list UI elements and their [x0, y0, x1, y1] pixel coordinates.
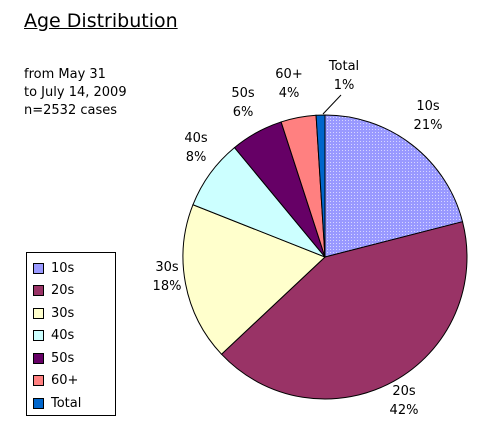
chart-title: Age Distribution — [24, 10, 178, 32]
subtitle-line-case-count: n=2532 cases — [24, 103, 118, 118]
legend-label: 40s — [51, 328, 75, 344]
legend-swatch — [33, 307, 44, 319]
legend-label: 10s — [51, 260, 75, 276]
legend-item-total: Total — [27, 392, 115, 415]
leader-line-total — [322, 94, 342, 115]
legend-swatch — [33, 375, 44, 387]
slice-label-10s: 10s 21% — [414, 99, 443, 133]
legend-item-30s: 30s — [27, 302, 115, 325]
slice-label-30s: 30s 18% — [153, 260, 182, 294]
slice-label-20s: 20s 42% — [390, 384, 419, 418]
leader-lines — [322, 94, 342, 115]
legend-item-40s: 40s — [27, 325, 115, 348]
subtitle-line-date-from: from May 31 — [24, 67, 106, 82]
legend-label: 20s — [51, 283, 75, 299]
legend-item-60-: 60+ — [27, 370, 115, 393]
pie-slice-20s — [220, 221, 468, 400]
pie-slice-30s — [182, 204, 326, 355]
subtitle-line-date-to: to July 14, 2009 — [24, 85, 127, 100]
slice-label-50s: 50s 6% — [231, 86, 255, 120]
chart-subtitle: from May 31 to July 14, 2009 n=2532 case… — [24, 66, 127, 120]
pie-slice-10s — [324, 114, 464, 258]
legend-label: 50s — [51, 350, 75, 366]
pie-slice-total — [315, 114, 326, 258]
legend-swatch — [33, 330, 44, 342]
legend-item-20s: 20s — [27, 280, 115, 303]
legend-label: 60+ — [51, 373, 79, 389]
legend-item-50s: 50s — [27, 347, 115, 370]
legend-label: 30s — [51, 305, 75, 321]
slice-labels: 10s 21% 20s 42% 30s 18% 40s 8% 50s 6% 60+ 4% Total 1% — [153, 59, 443, 418]
pie-slices — [182, 114, 468, 400]
slice-label-60-: 60+ 4% — [275, 67, 302, 101]
slice-label-40s: 40s 8% — [184, 131, 208, 165]
legend-swatch — [33, 397, 44, 409]
chart-legend: 10s 20s 30s 40s 50s 60+ Total — [26, 252, 116, 416]
slice-label-total: Total 1% — [328, 59, 359, 93]
legend-swatch — [33, 285, 44, 297]
legend-label: Total — [51, 395, 82, 411]
legend-swatch — [33, 262, 44, 274]
legend-swatch — [33, 352, 44, 364]
legend-item-10s: 10s — [27, 257, 115, 280]
